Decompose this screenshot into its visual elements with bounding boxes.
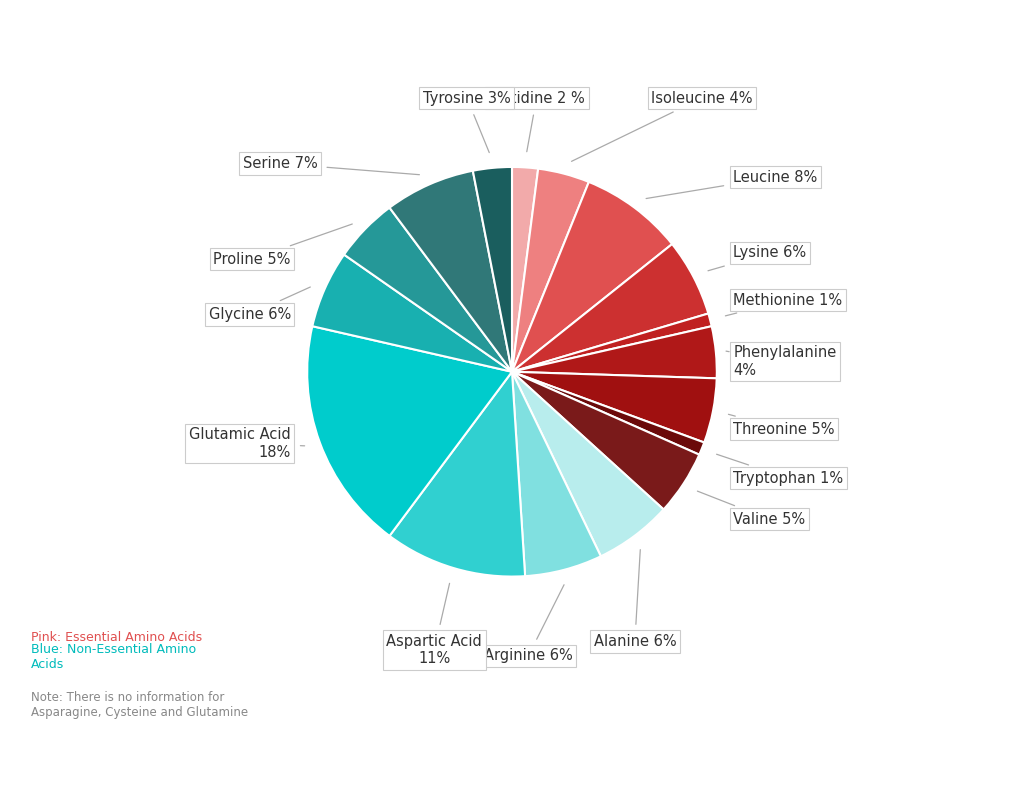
- Text: Tyrosine 3%: Tyrosine 3%: [423, 90, 511, 153]
- Wedge shape: [512, 372, 705, 455]
- Text: Methionine 1%: Methionine 1%: [725, 293, 843, 316]
- Wedge shape: [512, 372, 717, 442]
- Wedge shape: [512, 372, 601, 576]
- Wedge shape: [389, 171, 512, 372]
- Wedge shape: [307, 326, 512, 536]
- Text: Serine 7%: Serine 7%: [243, 156, 420, 175]
- Wedge shape: [512, 372, 699, 509]
- Wedge shape: [512, 244, 709, 372]
- Text: Pink: Essential Amino Acids: Pink: Essential Amino Acids: [31, 630, 202, 644]
- Text: Histidine 2 %: Histidine 2 %: [488, 90, 585, 152]
- Text: Isoleucine 4%: Isoleucine 4%: [571, 90, 753, 161]
- Wedge shape: [473, 167, 512, 372]
- Wedge shape: [512, 182, 672, 372]
- Text: Alanine 6%: Alanine 6%: [594, 550, 676, 649]
- Text: Lysine 6%: Lysine 6%: [708, 245, 806, 271]
- Text: Leucine 8%: Leucine 8%: [646, 170, 817, 199]
- Text: Blue: Non-Essential Amino
Acids: Blue: Non-Essential Amino Acids: [31, 643, 196, 672]
- Text: Phenylalanine
4%: Phenylalanine 4%: [726, 346, 837, 378]
- Text: Proline 5%: Proline 5%: [213, 224, 352, 267]
- Text: Aspartic Acid
11%: Aspartic Acid 11%: [386, 583, 482, 666]
- Text: Threonine 5%: Threonine 5%: [728, 414, 835, 437]
- Wedge shape: [344, 208, 512, 372]
- Text: Arginine 6%: Arginine 6%: [484, 585, 572, 663]
- Wedge shape: [512, 168, 589, 372]
- Text: Glycine 6%: Glycine 6%: [209, 287, 310, 322]
- Wedge shape: [312, 255, 512, 372]
- Text: Glutamic Acid
18%: Glutamic Acid 18%: [189, 427, 304, 460]
- Wedge shape: [389, 372, 525, 577]
- Wedge shape: [512, 167, 539, 372]
- Wedge shape: [512, 313, 712, 372]
- Wedge shape: [512, 372, 664, 556]
- Text: Tryptophan 1%: Tryptophan 1%: [717, 454, 844, 486]
- Text: Note: There is no information for
Asparagine, Cysteine and Glutamine: Note: There is no information for Aspara…: [31, 691, 248, 719]
- Text: Valine 5%: Valine 5%: [697, 491, 805, 527]
- Wedge shape: [512, 326, 717, 378]
